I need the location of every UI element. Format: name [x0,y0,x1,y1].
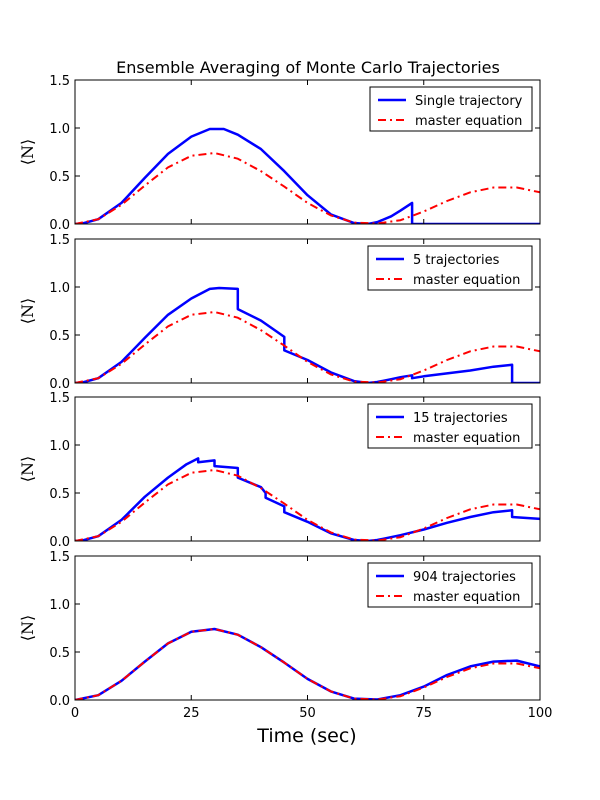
x-tick-label: 50 [299,706,316,721]
y-tick-label: 1.5 [49,391,70,406]
series-group [75,127,540,224]
y-tick-label: 1.0 [49,122,70,137]
y-axis-label: ⟨N⟩ [18,456,37,482]
y-tick-label: 0.0 [49,535,70,550]
legend-label: 15 trajectories [413,411,508,426]
y-axis-label: ⟨N⟩ [18,298,37,324]
legend: Single trajectory master equation [369,86,533,132]
y-tick-label: 0.5 [49,646,70,661]
y-tick-label: 0.0 [49,694,70,709]
series-group [75,627,540,700]
series-group [75,286,540,383]
legend: 15 trajectories master equation [367,403,533,449]
y-tick-label: 1.5 [49,74,70,89]
series-trajectory-line [75,457,540,541]
y-tick-label: 1.0 [49,439,70,454]
y-tick-label: 1.0 [49,598,70,613]
x-tick-label: 75 [415,706,432,721]
y-tick-label: 1.0 [49,281,70,296]
figure-title: Ensemble Averaging of Monte Carlo Trajec… [116,58,500,77]
legend: 904 trajectories master equation [367,562,533,608]
legend-box [367,245,533,291]
y-axis-label: ⟨N⟩ [18,139,37,165]
legend-label: 5 trajectories [413,253,500,268]
y-tick-label: 0.0 [49,377,70,392]
legend-box [369,86,533,132]
panel-4: 0.0 0.5 1.0 1.5 0 25 50 75 100 ⟨N⟩ 904 trajectorie… [18,550,552,721]
legend-box [367,403,533,449]
series-trajectory-line [75,127,540,224]
x-tick-label: 0 [71,706,79,721]
legend-label: master equation [413,273,520,288]
legend-label: Single trajectory [415,94,523,109]
legend-label: 904 trajectories [413,570,516,585]
legend-label: master equation [413,431,520,446]
y-tick-label: 1.5 [49,233,70,248]
legend-box [367,562,533,608]
y-tick-label: 0.5 [49,170,70,185]
y-tick-label: 1.5 [49,550,70,565]
series-master-equation-line [75,469,540,541]
series-trajectory-line [75,286,540,383]
series-master-equation-line [75,628,540,700]
x-axis-label: Time (sec) [256,725,356,747]
legend: 5 trajectories master equation [367,245,533,291]
series-master-equation-line [75,152,540,224]
y-tick-label: 0.0 [49,218,70,233]
y-tick-label: 0.5 [49,487,70,502]
legend-label: master equation [415,114,522,129]
y-tick-label: 0.5 [49,329,70,344]
series-group [75,457,540,541]
series-master-equation-line [75,311,540,383]
x-tick-label: 25 [183,706,200,721]
legend-label: master equation [413,590,520,605]
panels: 0.0 0.5 1.0 1.5 ⟨N⟩ Single trajectory master e… [18,74,552,721]
panel-3: 0.0 0.5 1.0 1.5 ⟨N⟩ 15 trajectories master equ… [18,391,541,550]
y-axis-label: ⟨N⟩ [18,615,37,641]
panel-1: 0.0 0.5 1.0 1.5 ⟨N⟩ Single trajectory master e… [18,74,541,233]
panel-2: 0.0 0.5 1.0 1.5 ⟨N⟩ 5 trajectories master equa… [18,233,541,392]
x-tick-label: 100 [528,706,553,721]
